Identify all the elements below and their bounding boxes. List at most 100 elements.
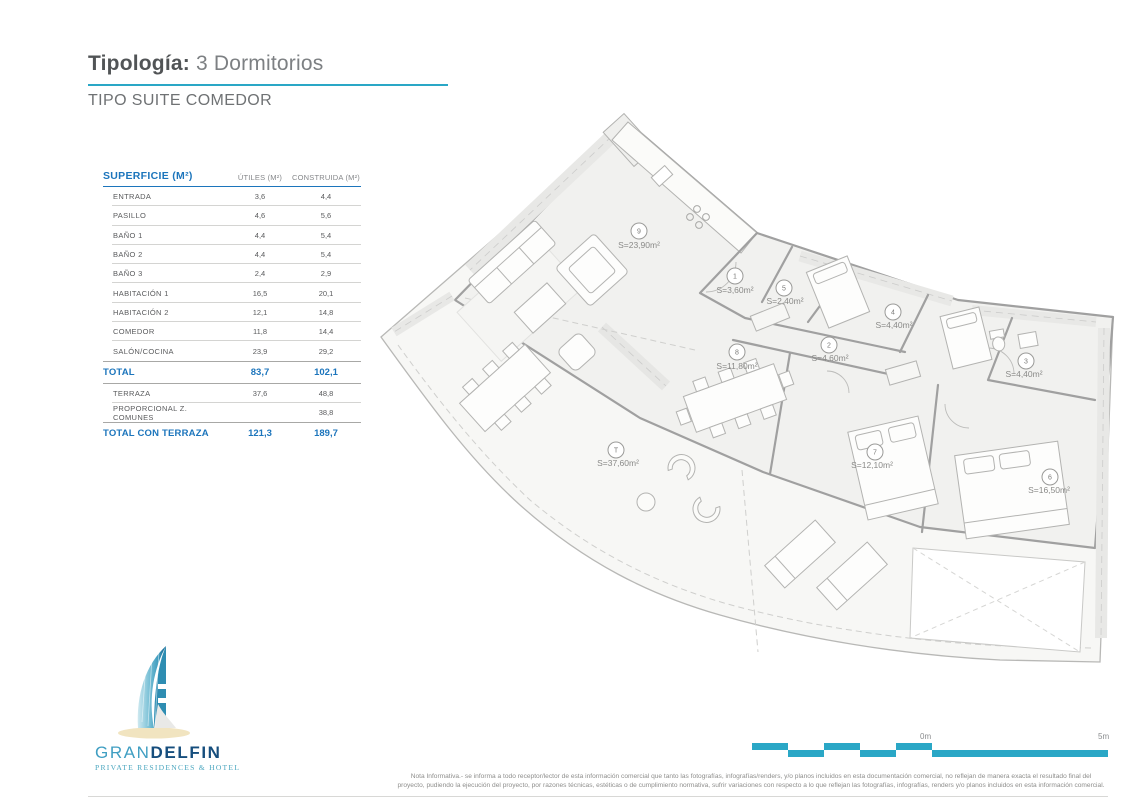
- table-cell: 38,8: [318, 408, 334, 418]
- bathroom-fixtures: [988, 328, 1039, 352]
- lounge-chair: [558, 333, 596, 371]
- table-row: TOTAL CON TERRAZA 121,3 189,7: [103, 422, 361, 444]
- scale-bar: 0m 5m: [752, 732, 1109, 758]
- table-cell: 2,9: [320, 269, 332, 279]
- reserved-area: [909, 547, 1086, 653]
- table-row: TOTAL 83,7 102,1: [103, 360, 361, 384]
- svg-text:5: 5: [782, 286, 786, 293]
- table-cell: BAÑO 3: [113, 269, 143, 279]
- title-underline: [88, 84, 448, 86]
- table-cell: 11,8: [252, 327, 268, 337]
- table-cell: TERRAZA: [113, 388, 151, 398]
- brand-name-gran: GRAN: [95, 743, 151, 762]
- table-row: SALÓN/COCINA 23,9 29,2: [103, 341, 361, 360]
- table-cell: 5,4: [320, 250, 332, 260]
- table-cell: 48,8: [318, 388, 334, 398]
- dining-table-interior: [675, 357, 795, 439]
- svg-text:4: 4: [891, 310, 895, 317]
- table-row: TERRAZA 37,6 48,8: [103, 384, 361, 404]
- col-header-construida: CONSTRUIDA (M²): [292, 173, 360, 182]
- table-cell: PASILLO: [113, 211, 147, 221]
- scale-segment: [860, 750, 896, 757]
- table-cell: COMEDOR: [113, 327, 155, 337]
- apartment-outline: [453, 120, 1115, 550]
- table-cell: 23,9: [252, 346, 268, 356]
- svg-text:8: 8: [735, 350, 739, 357]
- table-row: COMEDOR 11,8 14,4: [103, 322, 361, 342]
- col-header-utiles: ÚTILES (M²): [237, 173, 283, 182]
- sun-lounger-1: [763, 519, 837, 589]
- table-rows: ENTRADA 3,6 4,4 PASILLO 4,6 5,6 BAÑO 1 4,4 5,4 BA…: [103, 187, 361, 444]
- bed-double-1: [847, 415, 939, 521]
- brand-logo: GRANDELFIN PRIVATE RESIDENCES & HOTEL: [88, 642, 248, 772]
- kitchen-stove: [686, 205, 710, 229]
- table-row: ENTRADA 3,6 4,4: [103, 187, 361, 207]
- room-label: 1 S=3,60m²: [716, 267, 754, 295]
- table-cell: 37,6: [252, 388, 268, 398]
- table-cell: 16,5: [252, 288, 268, 298]
- table-cell: 14,4: [318, 327, 334, 337]
- page-subtitle: TIPO SUITE COMEDOR: [88, 92, 273, 109]
- svg-text:S=37,60m²: S=37,60m²: [597, 458, 639, 468]
- bed-double-2: [954, 440, 1070, 540]
- round-chair-1: [667, 454, 696, 481]
- surface-table: SUPERFICIE (M²) ÚTILES (M²) CONSTRUIDA (…: [103, 170, 361, 444]
- bottom-divider: [88, 796, 1108, 797]
- table-cell: 14,8: [318, 307, 334, 317]
- table-cell: 20,1: [318, 288, 334, 298]
- room-label: 4 S=4,40m²: [875, 303, 913, 330]
- room-label: T S=37,60m²: [597, 441, 639, 468]
- table-cell: 5,6: [320, 211, 332, 221]
- table-cell: 4,4: [254, 230, 266, 240]
- wardrobe-1: [749, 302, 791, 332]
- room-labels: 9 S=23,90m² 1 S=3,60m² 5 S=2,40m² 4 S=4,40m² 2 S=…: [597, 222, 1070, 495]
- scale-segment: [932, 750, 1108, 757]
- legal-note-line2: proyecto, pudiendo la ejecución del proy…: [397, 782, 1105, 789]
- table-cell: 29,2: [318, 346, 334, 356]
- svg-text:S=4,40m²: S=4,40m²: [875, 320, 912, 330]
- table-row: PROPORCIONAL Z. COMUNES 38,8: [103, 403, 361, 422]
- table-cell: 2,4: [254, 269, 266, 279]
- round-chair-2: [692, 496, 721, 523]
- table-cell: HABITACIÓN 1: [113, 288, 169, 298]
- table-row: HABITACIÓN 1 16,5 20,1: [103, 283, 361, 304]
- door-arcs: [705, 261, 1015, 429]
- wardrobe-2: [884, 360, 922, 386]
- bed-small-2: [939, 306, 993, 370]
- table-row: BAÑO 3 2,4 2,9: [103, 264, 361, 284]
- coffee-table: [513, 282, 567, 334]
- table-cell: TOTAL: [103, 366, 135, 378]
- room-label: 2 S=4,60m²: [811, 336, 849, 363]
- table-row: BAÑO 1 4,4 5,4: [103, 226, 361, 246]
- table-cell: 102,1: [314, 366, 338, 378]
- page-title-rest: 3 Dormitorios: [195, 52, 324, 75]
- scale-five-label: 5m: [1098, 732, 1110, 741]
- svg-text:9: 9: [637, 229, 641, 236]
- room-label: 3 S=4,40m²: [1005, 352, 1043, 379]
- table-cell: BAÑO 2: [113, 250, 143, 260]
- room-label: 7 S=12,10m²: [851, 443, 893, 470]
- table-cell: BAÑO 1: [113, 230, 143, 240]
- kitchen-sink: [650, 164, 674, 188]
- side-table-round: [636, 492, 656, 512]
- room-label: 6 S=16,50m²: [1028, 468, 1070, 495]
- svg-text:1: 1: [733, 274, 737, 281]
- table-cell: HABITACIÓN 2: [113, 307, 169, 317]
- kitchen: [611, 121, 758, 254]
- legal-note: Nota Informativa.- se informa a todo rec…: [370, 772, 1132, 790]
- sofa: [468, 220, 556, 304]
- svg-text:7: 7: [873, 450, 877, 457]
- surface-table-title: SUPERFICIE (M²): [103, 170, 193, 182]
- svg-text:T: T: [614, 448, 619, 455]
- surface-table-header: SUPERFICIE (M²) ÚTILES (M²) CONSTRUIDA (…: [103, 170, 361, 187]
- svg-text:S=4,60m²: S=4,60m²: [811, 353, 848, 363]
- table-cell: 5,4: [320, 230, 332, 240]
- svg-text:S=16,50m²: S=16,50m²: [1028, 485, 1070, 495]
- sun-lounger-2: [815, 541, 889, 611]
- table-cell: ENTRADA: [113, 192, 152, 202]
- scale-segment: [752, 743, 788, 750]
- scale-segment: [788, 750, 824, 757]
- table-cell: 189,7: [314, 428, 338, 440]
